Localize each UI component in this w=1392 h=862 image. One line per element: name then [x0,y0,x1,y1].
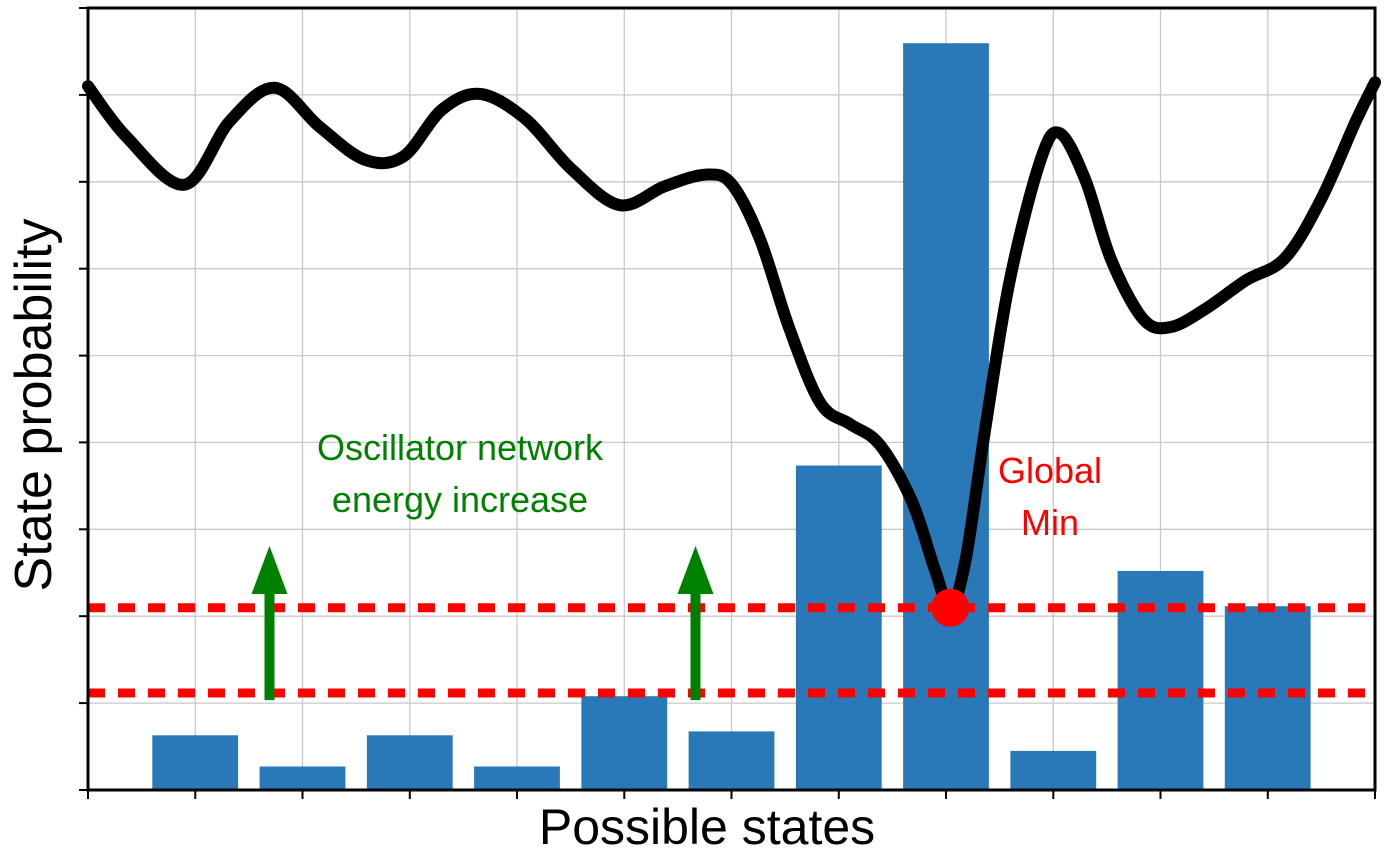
state-probability-bar [259,766,346,790]
state-probability-bar [1010,750,1097,790]
plot-frame [86,6,1377,792]
energy-landscape-curve [82,76,1381,614]
chart-plot-area [79,6,1381,799]
energy-increase-arrow-head [251,546,288,594]
global-min-marker [931,588,970,627]
state-probability-bar [903,43,989,790]
annotation-oscillator-network: Oscillator network energy increase [250,422,670,526]
y-axis-label: State probability [5,218,63,592]
state-probability-bar [366,735,453,790]
annotation-oscillator-line2: energy increase [331,479,589,521]
energy-increase-arrow-head [677,546,714,594]
state-probability-bar [795,465,882,790]
annotation-global-min: Global Min [955,445,1145,549]
state-probability-bar [1117,571,1204,790]
state-probability-bar [474,766,560,790]
state-probability-bar [1224,606,1311,790]
annotation-oscillator-line1: Oscillator network [316,427,604,468]
x-axis-label: Possible states [538,799,876,855]
state-probability-bar [581,696,668,790]
state-probability-bar [152,735,239,790]
annotation-global-min-line1: Global [997,450,1103,491]
annotation-global-min-line2: Min [1020,502,1079,544]
state-probability-bar [688,731,775,790]
